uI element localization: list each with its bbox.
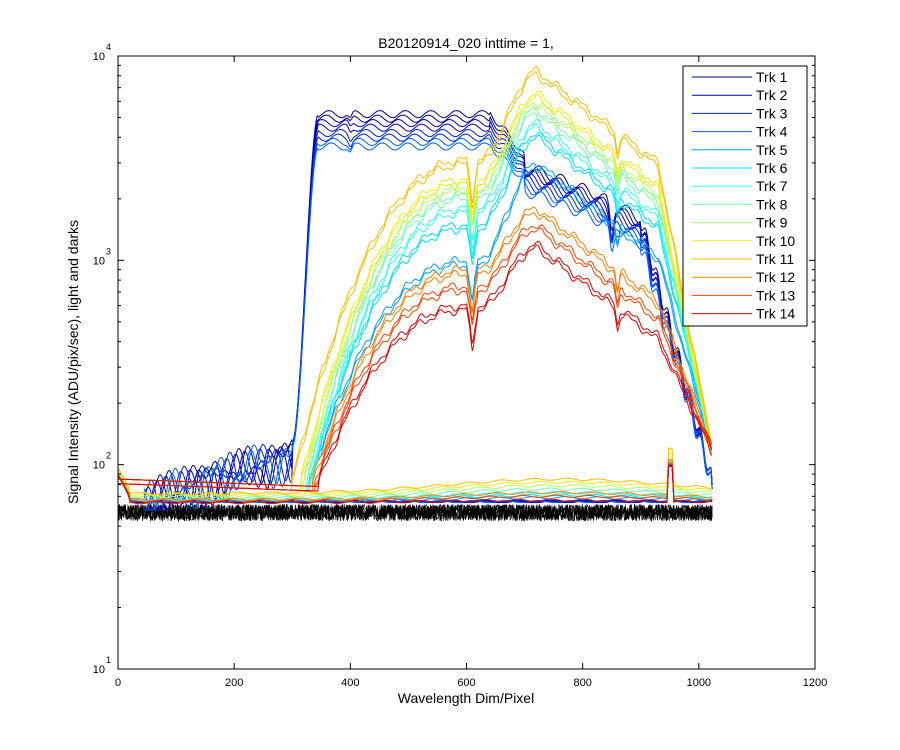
series-light-trace (143, 142, 713, 511)
y-tick-label-exponent: 2 (106, 451, 111, 461)
series-dark-trace (118, 452, 713, 498)
series-light-trace (143, 133, 713, 511)
series-light-trace (118, 244, 713, 492)
series-light-trace (118, 240, 713, 488)
x-tick-label: 600 (457, 677, 475, 689)
y-tick-label-exponent: 4 (106, 42, 111, 52)
y-tick-label-base: 10 (93, 255, 105, 267)
series-dark-trace (118, 465, 713, 505)
legend-label: Trk 7 (756, 178, 788, 194)
series-dark-trace (118, 462, 713, 503)
legend-label: Trk 10 (756, 233, 795, 249)
legend-label: Trk 11 (756, 251, 794, 267)
y-axis-label: Signal Intensity (ADU/pix/sec), light an… (65, 220, 81, 504)
series-layer (118, 65, 713, 511)
legend-label: Trk 2 (756, 87, 788, 103)
x-tick-label: 0 (115, 677, 121, 689)
series-light-trace (143, 123, 713, 511)
legend-label: Trk 12 (756, 269, 795, 285)
legend: Trk 1 Trk 2 Trk 3 Trk 4 Trk 5 Trk 6 Trk 7 Trk 8… (682, 65, 808, 327)
legend-box (682, 65, 808, 327)
series-dark-trace (118, 459, 713, 502)
dark-frames (118, 503, 713, 523)
legend-label: Trk 3 (756, 105, 788, 121)
legend-label: Trk 5 (756, 142, 788, 158)
legend-label: Trk 8 (756, 196, 788, 212)
series-light-trace (144, 114, 713, 511)
series-light-trace (143, 137, 713, 511)
y-tick-label-base: 10 (93, 51, 105, 63)
dark-frame-trace (118, 503, 713, 522)
y-tick-label-exponent: 3 (106, 246, 111, 256)
x-axis-label: Wavelength Dim/Pixel (398, 690, 534, 706)
x-tick-label: 400 (341, 677, 359, 689)
chart-title: B20120914_020 inttime = 1, (378, 35, 554, 51)
y-tick-label-base: 10 (93, 664, 105, 676)
x-tick-label: 1200 (803, 677, 827, 689)
legend-label: Trk 1 (756, 69, 788, 85)
x-tick-label: 1000 (687, 677, 711, 689)
dark-frame-trace (118, 503, 713, 523)
x-tick-label: 200 (225, 677, 243, 689)
series-dark-trace (118, 447, 713, 495)
legend-label: Trk 13 (756, 287, 795, 303)
legend-label: Trk 4 (756, 124, 788, 140)
y-tick-label-exponent: 1 (106, 655, 111, 665)
series-dark-trace (118, 458, 713, 502)
x-tick-label: 800 (573, 677, 591, 689)
series-dark-trace (118, 456, 713, 500)
legend-label: Trk 14 (756, 306, 795, 322)
y-tick-label-base: 10 (93, 460, 105, 472)
series-trk-14 (118, 240, 713, 505)
legend-label: Trk 6 (756, 160, 788, 176)
legend-label: Trk 9 (756, 215, 788, 231)
